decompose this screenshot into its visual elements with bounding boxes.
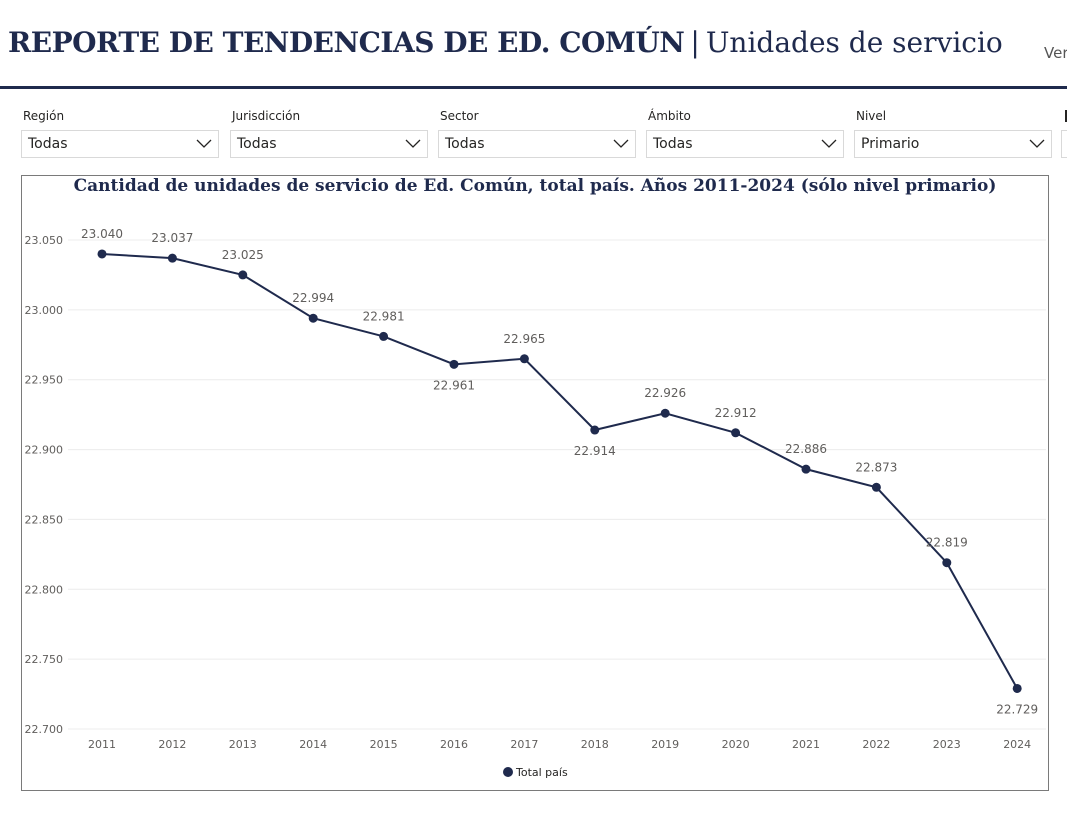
data-label: 22.961 xyxy=(433,378,475,392)
x-tick-label: 2024 xyxy=(1003,738,1031,751)
title-separator: | xyxy=(690,26,700,59)
slicer-partial-dropdown[interactable] xyxy=(1061,130,1067,158)
dropdown-value: Todas xyxy=(28,136,68,152)
level-dropdown[interactable]: Primario xyxy=(854,130,1052,158)
y-tick-label: 22.900 xyxy=(25,444,64,457)
data-point xyxy=(308,313,318,323)
data-point xyxy=(519,354,529,364)
slicer-label: Jurisdicción xyxy=(232,109,301,123)
slicer-level: Nivel Primario xyxy=(854,106,1054,158)
data-point xyxy=(731,428,741,438)
data-label: 22.886 xyxy=(785,442,827,456)
x-tick-label: 2012 xyxy=(158,738,186,751)
x-tick-label: 2018 xyxy=(581,738,609,751)
data-point xyxy=(1012,683,1022,693)
x-tick-label: 2021 xyxy=(792,738,820,751)
chart-title: Cantidad de unidades de servicio de Ed. … xyxy=(73,176,997,196)
report-title-main: REPORTE DE TENDENCIAS DE ED. COMÚN xyxy=(8,26,685,59)
data-label: 22.926 xyxy=(644,386,686,400)
slicer-scope: Ámbito Todas xyxy=(646,106,846,158)
data-label: 22.912 xyxy=(715,406,757,420)
x-tick-label: 2013 xyxy=(229,738,257,751)
report-header: REPORTE DE TENDENCIAS DE ED. COMÚN | Unida… xyxy=(0,0,1067,90)
dropdown-value: Todas xyxy=(653,136,693,152)
data-label: 22.914 xyxy=(574,444,616,458)
slicer-partial xyxy=(1061,106,1067,162)
x-tick-label: 2016 xyxy=(440,738,468,751)
chart-container xyxy=(21,175,1049,791)
data-label: 23.040 xyxy=(81,227,123,241)
data-point xyxy=(449,359,459,369)
x-tick-label: 2014 xyxy=(299,738,327,751)
x-tick-label: 2022 xyxy=(862,738,890,751)
x-tick-label: 2019 xyxy=(651,738,679,751)
chevron-down-icon xyxy=(405,139,421,148)
data-label: 23.037 xyxy=(151,231,193,245)
data-point xyxy=(660,408,670,418)
slicer-label: Nivel xyxy=(856,109,887,123)
chevron-down-icon xyxy=(821,139,837,148)
data-point xyxy=(871,482,881,492)
slicer-label: Sector xyxy=(440,109,479,123)
data-point xyxy=(167,253,177,263)
data-label: 22.819 xyxy=(926,536,968,550)
header-divider xyxy=(0,86,1067,89)
dropdown-value: Todas xyxy=(445,136,485,152)
dropdown-value: Primario xyxy=(861,136,920,152)
y-tick-label: 22.700 xyxy=(25,723,64,736)
data-label: 22.873 xyxy=(855,460,897,474)
data-label: 22.965 xyxy=(503,332,545,346)
x-tick-label: 2011 xyxy=(88,738,116,751)
data-label: 22.729 xyxy=(996,702,1038,716)
region-dropdown[interactable]: Todas xyxy=(21,130,219,158)
data-point xyxy=(97,249,107,259)
report-title: REPORTE DE TENDENCIAS DE ED. COMÚN | Unida… xyxy=(8,26,1003,59)
slicer-sector: Sector Todas xyxy=(438,106,638,158)
slicer-label: Ámbito xyxy=(648,109,691,123)
legend-label: Total país xyxy=(515,766,568,779)
header-nav-link[interactable]: Ver xyxy=(1044,44,1067,62)
data-point xyxy=(801,464,811,474)
slicer-partial-label xyxy=(1065,110,1067,122)
data-point xyxy=(379,331,389,341)
data-label: 22.981 xyxy=(363,309,405,323)
slicer-region: Región Todas xyxy=(21,106,221,158)
x-tick-label: 2017 xyxy=(510,738,538,751)
chevron-down-icon xyxy=(613,139,629,148)
y-tick-label: 22.800 xyxy=(25,583,64,596)
data-point xyxy=(590,425,600,435)
x-tick-label: 2023 xyxy=(933,738,961,751)
y-tick-label: 22.750 xyxy=(25,653,64,666)
y-tick-label: 23.000 xyxy=(25,304,64,317)
x-tick-label: 2020 xyxy=(722,738,750,751)
slicer-jurisdiction: Jurisdicción Todas xyxy=(230,106,430,158)
x-tick-label: 2015 xyxy=(370,738,398,751)
slicer-label: Región xyxy=(23,109,65,123)
y-tick-label: 22.950 xyxy=(25,374,64,387)
data-point xyxy=(238,270,248,280)
sector-dropdown[interactable]: Todas xyxy=(438,130,636,158)
scope-dropdown[interactable]: Todas xyxy=(646,130,844,158)
jurisdiction-dropdown[interactable]: Todas xyxy=(230,130,428,158)
report-title-sub: Unidades de servicio xyxy=(705,26,1003,59)
chevron-down-icon xyxy=(1029,139,1045,148)
data-label: 23.025 xyxy=(222,248,264,262)
data-label: 22.994 xyxy=(292,291,334,305)
chevron-down-icon xyxy=(196,139,212,148)
y-tick-label: 22.850 xyxy=(25,513,64,526)
legend-marker xyxy=(503,767,513,777)
series-line xyxy=(101,252,1019,689)
dropdown-value: Todas xyxy=(237,136,277,152)
data-point xyxy=(942,558,952,568)
y-tick-label: 23.050 xyxy=(25,234,64,247)
